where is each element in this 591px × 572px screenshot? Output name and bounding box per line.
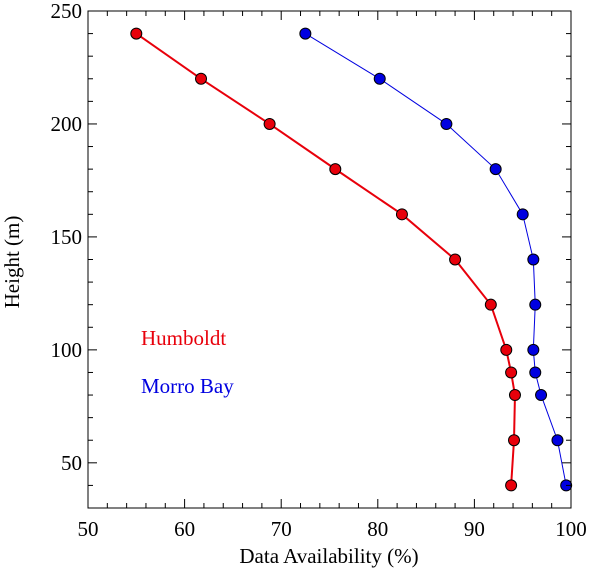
- y-axis-label: Height (m): [0, 216, 24, 309]
- data-point-humboldt: [395, 208, 408, 221]
- data-point-morro-bay: [535, 389, 548, 402]
- series-label-morro-bay: Morro Bay: [141, 374, 234, 398]
- data-point-morro-bay: [373, 72, 386, 85]
- data-point-humboldt: [505, 479, 518, 492]
- y-tick-label: 150: [51, 225, 83, 249]
- data-point-morro-bay: [551, 434, 564, 447]
- data-point-humboldt: [508, 434, 521, 447]
- data-point-humboldt: [195, 72, 208, 85]
- y-tick-label: 100: [51, 338, 83, 362]
- data-point-humboldt: [263, 117, 276, 130]
- x-tick-label: 90: [464, 517, 485, 541]
- y-tick-label: 50: [61, 451, 82, 475]
- x-tick-label: 50: [78, 517, 99, 541]
- y-tick-label: 250: [51, 0, 83, 23]
- data-point-morro-bay: [489, 163, 502, 176]
- data-point-morro-bay: [527, 343, 540, 356]
- x-axis-label: Data Availability (%): [239, 544, 418, 568]
- data-point-humboldt: [500, 343, 513, 356]
- x-tick-label: 80: [367, 517, 388, 541]
- x-tick-label: 60: [174, 517, 195, 541]
- series-label-humboldt: Humboldt: [141, 326, 226, 350]
- y-tick-label: 200: [51, 112, 83, 136]
- data-point-morro-bay: [516, 208, 529, 221]
- data-point-morro-bay: [529, 366, 542, 379]
- data-point-humboldt: [329, 163, 342, 176]
- data-point-morro-bay: [529, 298, 542, 311]
- data-point-morro-bay: [527, 253, 540, 266]
- data-point-humboldt: [130, 27, 143, 40]
- series-line-humboldt: [135, 32, 516, 486]
- x-tick-label: 70: [271, 517, 292, 541]
- data-point-humboldt: [508, 389, 521, 402]
- data-point-humboldt: [484, 298, 497, 311]
- data-point-morro-bay: [299, 27, 312, 40]
- data-point-morro-bay: [440, 117, 453, 130]
- ticks-layer: 50 60 70 80 90 100 50 100 150 200 250: [51, 0, 587, 541]
- x-tick-label: 100: [555, 517, 587, 541]
- data-point-humboldt: [449, 253, 462, 266]
- series-layer: [130, 27, 573, 492]
- plot-frame: [87, 10, 572, 509]
- data-point-humboldt: [505, 366, 518, 379]
- series-line-morro-bay: [305, 33, 567, 486]
